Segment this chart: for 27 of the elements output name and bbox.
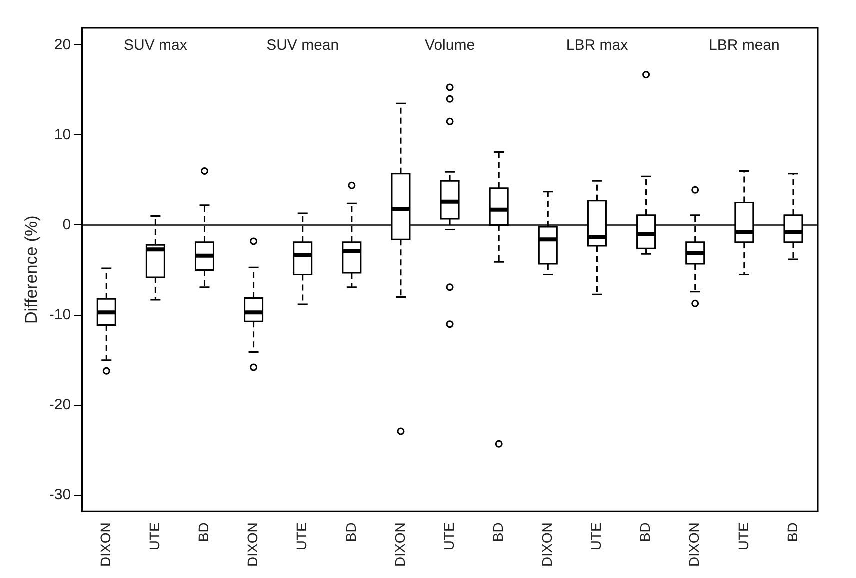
y-axis-title: Difference (%) [22, 216, 41, 324]
x-tick-label: UTE [588, 522, 604, 551]
annotation: SUV max [124, 37, 188, 54]
x-tick-label: BD [784, 522, 800, 542]
x-tick-label: DIXON [539, 522, 556, 568]
x-tick-label: BD [196, 522, 212, 542]
annotation: SUV mean [266, 37, 340, 54]
x-tick-label: DIXON [392, 522, 408, 568]
x-tick-label: UTE [294, 522, 310, 551]
x-tick-label: BD [637, 522, 654, 542]
x-tick-label: DIXON [97, 522, 114, 568]
y-tick-label: 10 [54, 126, 72, 144]
y-tick-label: -20 [49, 396, 72, 414]
annotation: LBR mean [708, 37, 780, 54]
x-tick-label: BD [490, 522, 506, 542]
x-tick-label: UTE [735, 522, 752, 551]
y-tick-label: -10 [49, 306, 72, 324]
y-tick-label: 0 [62, 216, 72, 234]
annotation: Volume [425, 37, 476, 54]
x-tick-label: DIXON [686, 522, 702, 568]
x-tick-label: UTE [440, 522, 457, 551]
y-tick-label: -30 [49, 486, 72, 504]
x-tick-label: DIXON [244, 522, 261, 568]
x-tick-label: BD [342, 522, 359, 542]
y-tick-label: 20 [54, 36, 72, 54]
x-tick-label: UTE [146, 522, 163, 551]
annotation: LBR max [566, 37, 629, 54]
